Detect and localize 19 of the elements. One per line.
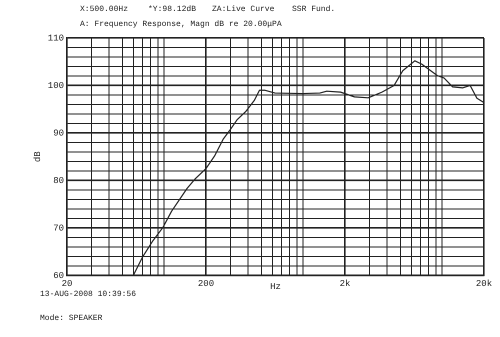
- text: *Y:98.12dB: [148, 5, 196, 14]
- text: 13-AUG-2008 10:39:56: [40, 290, 136, 299]
- chart-title: A: Frequency Response, Magn dB re 20.00μPA: [80, 20, 282, 29]
- y-tick-label: 110: [48, 33, 64, 44]
- y-tick-label: 100: [48, 80, 64, 91]
- y-tick-label: 70: [53, 223, 64, 234]
- text: X:500.00Hz: [80, 5, 128, 14]
- y-axis-title: dB: [32, 150, 43, 162]
- x-tick-label: 20: [62, 279, 72, 290]
- x-axis-title: Hz: [270, 282, 281, 292]
- y-tick-label: 90: [53, 128, 64, 138]
- y-tick-label: 80: [53, 176, 64, 186]
- x-tick-label: 200: [198, 279, 214, 290]
- text: Mode: SPEAKER: [40, 314, 102, 323]
- x-tick-label: 20k: [476, 279, 492, 290]
- y-tick-label: 60: [53, 270, 64, 281]
- text: SSR Fund.: [292, 5, 336, 14]
- text: ZA:Live Curve: [212, 5, 274, 14]
- x-tick-label: 2k: [340, 279, 350, 290]
